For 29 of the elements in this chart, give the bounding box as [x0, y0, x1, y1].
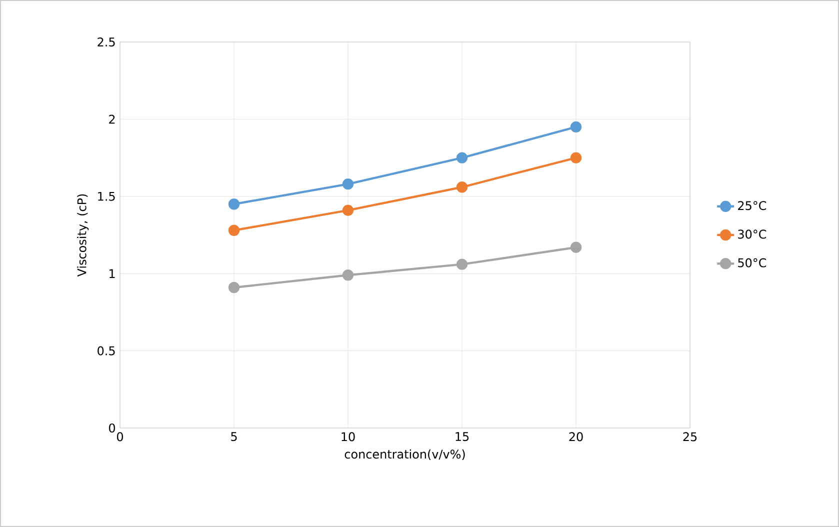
- point: [570, 152, 582, 164]
- x-axis-title: concentration(v/v%): [344, 449, 465, 460]
- legend-label: 50°C: [738, 258, 766, 268]
- x-tick-label: 5: [231, 432, 237, 442]
- x-tick-label: 20: [569, 432, 583, 442]
- y-tick-label: 1: [110, 269, 115, 278]
- point: [228, 198, 240, 210]
- legend-label: 30°C: [738, 230, 766, 239]
- y-tick-label: 0.5: [98, 346, 115, 356]
- point: [456, 152, 468, 164]
- point: [456, 258, 468, 270]
- x-tick-label: 10: [342, 432, 355, 442]
- point: [570, 242, 582, 253]
- legend-label: 25°C: [738, 201, 766, 210]
- x-tick-label: 25: [683, 432, 697, 442]
- point: [342, 178, 354, 190]
- point: [456, 182, 468, 193]
- y-tick-label: 0: [108, 423, 116, 433]
- y-tick-label: 2.5: [98, 37, 115, 47]
- y-tick-label: 1.5: [98, 192, 115, 201]
- point: [342, 204, 354, 216]
- point: [570, 121, 582, 133]
- point: [228, 282, 240, 294]
- x-tick-label: 0: [116, 432, 124, 442]
- point: [342, 270, 354, 281]
- x-tick-label: 15: [456, 432, 469, 442]
- y-axis-title: Viscosity, (cP): [77, 194, 89, 277]
- point: [228, 224, 240, 236]
- y-tick-label: 2: [109, 114, 115, 124]
